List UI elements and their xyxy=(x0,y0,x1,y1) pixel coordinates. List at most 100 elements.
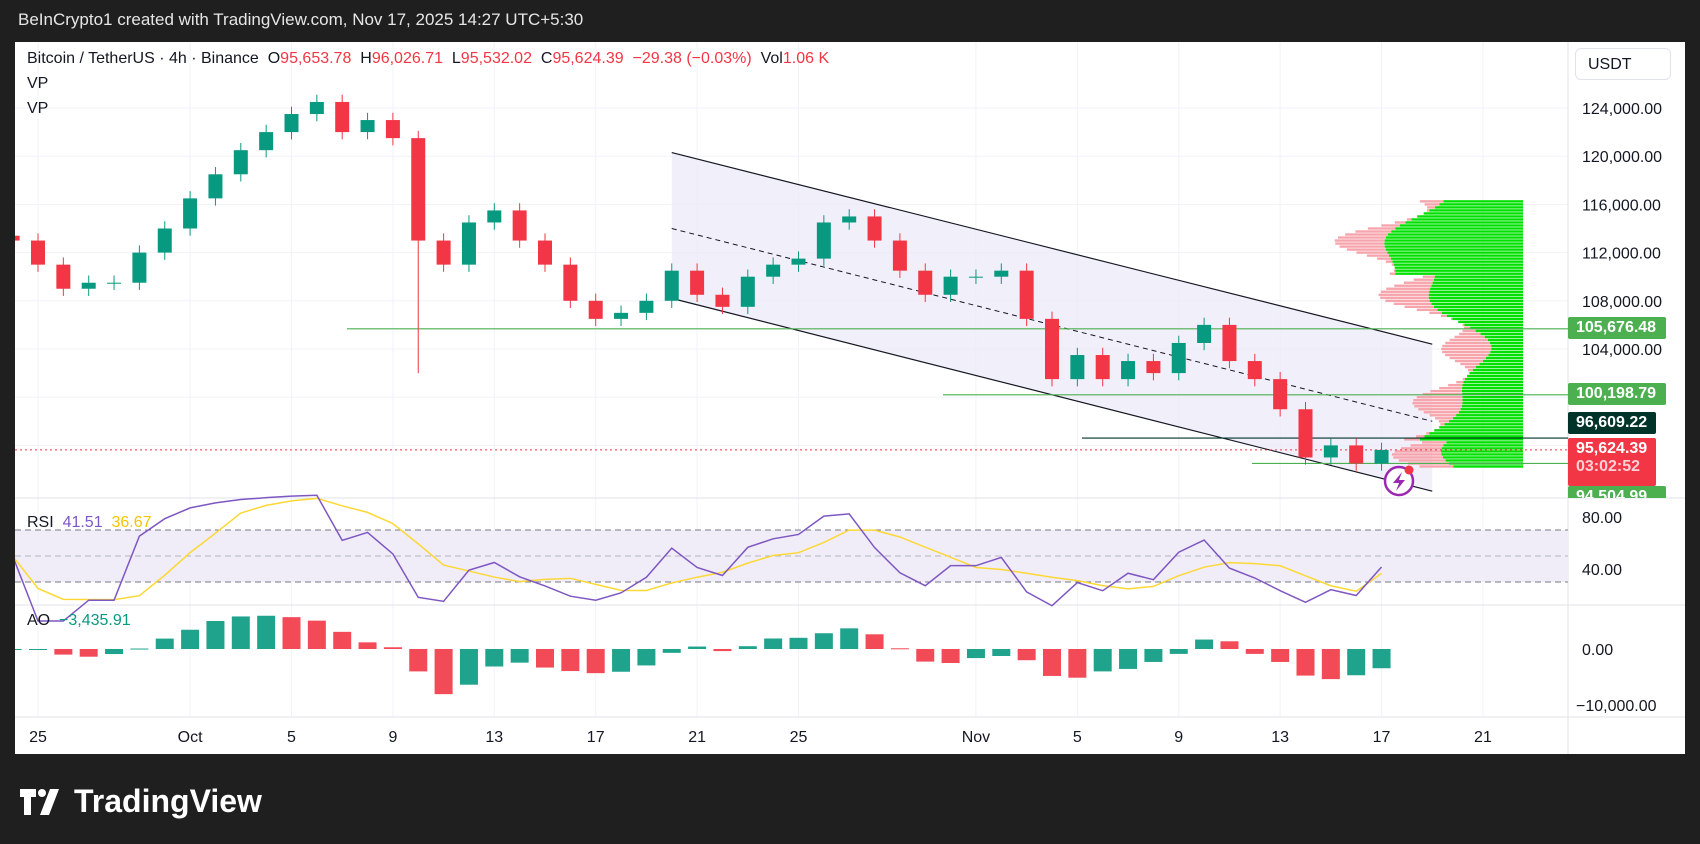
ao-bar xyxy=(485,649,504,667)
volume-profile-bar-down xyxy=(1429,414,1457,417)
volume-profile-bar-up xyxy=(1490,350,1523,354)
ao-legend[interactable]: AO −3,435.91 xyxy=(27,612,131,630)
ao-bar xyxy=(1220,641,1239,649)
candle-body xyxy=(968,276,983,278)
volume-profile-bar-up xyxy=(1445,459,1523,462)
volume-profile-bar-down xyxy=(1416,396,1463,399)
date-axis-label: 21 xyxy=(1474,729,1492,746)
high-value: 96,026.71 xyxy=(371,50,443,67)
volume-profile-bar-up xyxy=(1429,209,1523,212)
candle-body xyxy=(259,132,274,151)
ao-bar xyxy=(155,638,174,649)
volume-profile-bar-down xyxy=(1414,405,1462,408)
volume-profile-bar-up xyxy=(1482,359,1523,363)
volume-profile-bar-up xyxy=(1443,456,1523,459)
volume-profile-bar-up xyxy=(1388,233,1523,236)
high-label: H xyxy=(360,50,372,67)
candle-body xyxy=(892,240,907,271)
candle-body xyxy=(1171,342,1186,374)
volume-profile-bar-down xyxy=(1391,453,1442,456)
date-axis-label: 9 xyxy=(1174,729,1183,746)
ao-bar xyxy=(459,649,478,685)
volume-profile-bar-down xyxy=(1380,296,1429,299)
candle-body xyxy=(461,222,476,265)
volume-profile-bar-down xyxy=(1450,317,1453,321)
symbol-title[interactable]: Bitcoin / TetherUS · 4h · Binance xyxy=(27,50,259,67)
volume-profile-bar-up xyxy=(1391,230,1523,233)
volume-profile-bar-up xyxy=(1423,212,1523,215)
volume-profile-bar-down xyxy=(1422,275,1435,278)
volume-profile-bar-down xyxy=(1339,245,1385,248)
open-value: 95,653.78 xyxy=(280,50,352,67)
candle-body xyxy=(385,120,400,139)
volume-profile-bar-up xyxy=(1433,305,1523,309)
candle-body xyxy=(1222,324,1237,362)
volume-profile-bar-down xyxy=(1426,432,1430,435)
vp-indicator-1[interactable]: VP xyxy=(27,75,49,92)
date-axis-label: 25 xyxy=(790,729,808,746)
volume-profile-bar-up xyxy=(1429,290,1523,293)
candle-body xyxy=(1121,361,1136,380)
candle-body xyxy=(335,101,350,133)
candle-body xyxy=(740,276,755,307)
tradingview-logo[interactable]: TradingView xyxy=(20,783,262,820)
volume-profile-bar-down xyxy=(1367,227,1396,230)
ao-bar xyxy=(1119,649,1138,669)
ao-bar xyxy=(916,649,935,662)
volume-profile-bar-down xyxy=(1391,263,1394,266)
candle-body xyxy=(994,270,1009,277)
volume-profile-bar-down xyxy=(1345,233,1389,236)
volume-profile-bar-up xyxy=(1458,320,1523,324)
ao-bar xyxy=(1017,649,1036,661)
volume-profile-bar-up xyxy=(1430,287,1523,290)
ao-bar xyxy=(966,649,985,659)
volume-profile-bar-down xyxy=(1462,323,1465,327)
volume-profile-bar-down xyxy=(1418,408,1461,411)
volume-profile-bar-down xyxy=(1440,423,1445,426)
chart-panel[interactable]: 124,000.00 120,000.00 116,000.00 112,000.00… xyxy=(15,42,1685,754)
rsi-axis-label: 80.00 xyxy=(1582,510,1622,527)
volume-profile-bar-up xyxy=(1443,200,1523,203)
price-axis-label: 112,000.00 xyxy=(1582,246,1661,263)
candle-body xyxy=(943,276,958,295)
volume-profile-bar-down xyxy=(1389,272,1396,275)
volume-profile-bar-down xyxy=(1427,206,1435,209)
date-axis-label: 25 xyxy=(29,729,47,746)
date-axis-label: 17 xyxy=(587,729,605,746)
volume-profile-bar-down xyxy=(1454,359,1483,363)
ao-bar xyxy=(1296,649,1315,676)
ao-bar xyxy=(257,615,276,649)
volume-profile-bar-down xyxy=(1416,215,1418,218)
volume-profile-bar-up xyxy=(1441,447,1523,450)
volume-profile-bar-up xyxy=(1437,308,1523,312)
volume-profile-bar-up xyxy=(1448,420,1523,423)
volume-profile-bar-up xyxy=(1464,323,1523,327)
volume-profile-bar-down xyxy=(1459,332,1481,336)
vp-indicator-2[interactable]: VP xyxy=(27,100,49,117)
candle-body xyxy=(791,258,806,265)
volume-label: Vol xyxy=(760,50,783,67)
rsi-legend[interactable]: RSI 41.51 36.67 xyxy=(27,514,152,532)
candle-body xyxy=(1146,361,1161,374)
volume-profile-bar-up xyxy=(1462,396,1523,399)
volume-profile-bar-down xyxy=(1463,326,1471,330)
level-badge-100198: 100,198.79 xyxy=(1568,383,1666,405)
candle-body xyxy=(15,235,20,241)
ao-axis-label: −10,000.00 xyxy=(1576,698,1657,715)
volume-profile-bar-up xyxy=(1476,365,1523,369)
price-chart[interactable]: 124,000.00 120,000.00 116,000.00 112,000.00… xyxy=(15,42,1685,754)
volume-profile-bar-up xyxy=(1472,368,1523,372)
low-value: 95,532.02 xyxy=(460,50,532,67)
volume-profile-bar-down xyxy=(1413,278,1434,281)
volume-profile-bar-up xyxy=(1462,402,1523,405)
volume-profile-bar-down xyxy=(1394,450,1442,453)
volume-profile-bar-up xyxy=(1443,444,1523,447)
volume-profile-bar-up xyxy=(1424,435,1523,438)
volume-profile-bar-down xyxy=(1346,248,1386,251)
volume-profile-bar-down xyxy=(1393,456,1444,459)
volume-profile-bar-up xyxy=(1395,269,1523,272)
currency-button[interactable]: USDT xyxy=(1575,48,1671,80)
ao-bar xyxy=(890,648,909,650)
ao-bar xyxy=(840,628,859,649)
ao-bar xyxy=(1372,649,1391,669)
